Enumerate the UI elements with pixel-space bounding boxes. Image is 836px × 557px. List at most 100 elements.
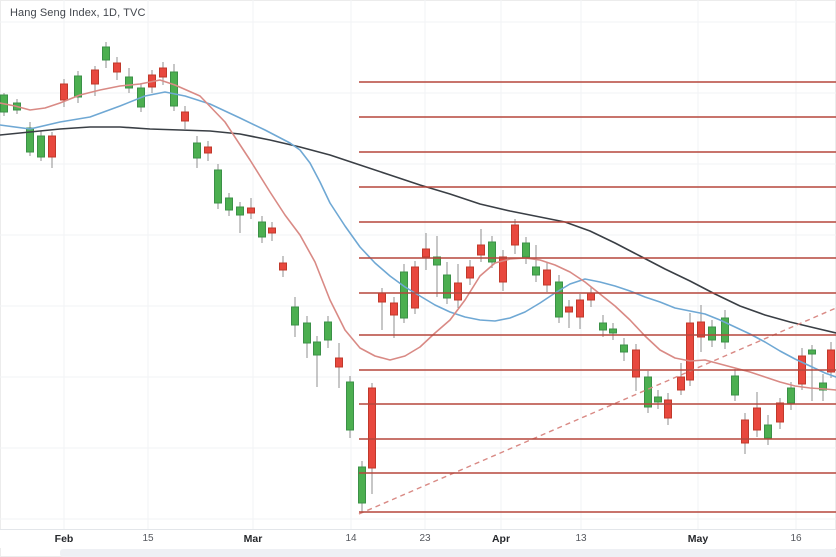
candle — [204, 141, 212, 161]
candle — [644, 371, 652, 413]
candle-body-up — [731, 375, 739, 396]
candle-body-down — [753, 407, 761, 431]
candle-body-down — [91, 69, 99, 85]
candle — [422, 233, 430, 270]
candle-body-down — [543, 269, 551, 286]
candle-body-down — [48, 135, 56, 158]
candle — [60, 79, 68, 107]
candle — [819, 374, 827, 401]
candle — [358, 461, 366, 513]
candle — [721, 310, 729, 349]
candle-body-up — [400, 271, 408, 319]
price-levels — [359, 81, 836, 513]
candle-body-up — [721, 317, 729, 343]
candle-body-up — [26, 127, 34, 153]
candle-body-down — [411, 266, 419, 309]
candle-body-up — [102, 46, 110, 61]
candle-body-up — [170, 71, 178, 107]
x-axis-label: 14 — [345, 533, 357, 544]
candle-body-up — [258, 221, 266, 238]
candle — [576, 294, 584, 329]
candle-body-up — [787, 387, 795, 404]
candle — [335, 343, 343, 388]
symbol-title: Hang Seng Index, 1D, TVC — [10, 7, 146, 19]
candle-body-down — [279, 262, 287, 271]
candle — [48, 132, 56, 168]
candle-body-down — [113, 62, 121, 73]
candle — [214, 164, 222, 209]
candle-body-up — [808, 349, 816, 355]
dashed-trendline[interactable] — [358, 307, 836, 515]
candle-body-up — [443, 274, 451, 299]
x-axis-label: 15 — [142, 533, 154, 544]
candle — [798, 348, 806, 390]
candle-body-down — [499, 256, 507, 283]
candle-body-down — [776, 402, 784, 423]
candle — [632, 344, 640, 391]
candle — [677, 363, 685, 395]
candle-body-up — [225, 197, 233, 211]
candle — [443, 262, 451, 304]
candle-body-down — [247, 207, 255, 214]
candle — [543, 263, 551, 292]
candle-body-down — [368, 387, 376, 469]
time-axis[interactable]: Feb 15 Mar 14 23 Apr 13 May 16 — [0, 529, 836, 548]
candle — [488, 236, 496, 268]
candle — [236, 202, 244, 233]
candle — [522, 237, 530, 264]
candle-body-down — [511, 224, 519, 246]
candle — [303, 316, 311, 358]
candle-body-down — [587, 292, 595, 301]
candle-body-up — [291, 306, 299, 326]
price-chart-pane[interactable] — [0, 0, 836, 530]
candle — [279, 256, 287, 277]
candle-body-down — [576, 299, 584, 318]
candle — [686, 313, 694, 386]
x-axis-label: Apr — [491, 533, 511, 545]
candle — [776, 398, 784, 429]
candle-body-up — [74, 75, 82, 98]
candle-body-up — [764, 424, 772, 439]
candle-body-down — [378, 292, 386, 303]
x-axis-label: Feb — [54, 533, 74, 545]
x-axis-label: 23 — [419, 533, 431, 544]
candle — [620, 338, 628, 361]
candle — [37, 131, 45, 161]
candle — [291, 297, 299, 337]
candle — [731, 369, 739, 401]
candle-body-up — [819, 382, 827, 391]
candles-series — [0, 42, 835, 513]
candle-body-up — [214, 169, 222, 204]
candle — [170, 64, 178, 111]
candle-body-down — [565, 306, 573, 313]
candle — [609, 323, 617, 340]
symbol-legend[interactable]: Hang Seng Index, 1D, TVC — [10, 7, 146, 19]
x-axis-label: 16 — [790, 533, 802, 544]
candle-body-down — [677, 376, 685, 391]
ma-mid-blue — [0, 91, 836, 378]
candle — [466, 260, 474, 285]
candle — [753, 392, 761, 437]
candle — [511, 219, 519, 254]
candle-body-down — [827, 349, 835, 373]
candle-body-up — [488, 241, 496, 263]
candle-body-down — [335, 357, 343, 368]
candle — [102, 42, 110, 68]
bottom-scrollbar[interactable] — [60, 549, 836, 557]
candle — [532, 245, 540, 282]
candle-body-up — [522, 242, 530, 258]
candle-body-up — [303, 322, 311, 344]
candle — [741, 413, 749, 454]
candle — [787, 382, 795, 410]
candle-body-up — [644, 376, 652, 408]
candle-body-up — [313, 341, 321, 356]
candle-body-down — [268, 227, 276, 234]
candle-body-down — [741, 419, 749, 444]
candle-body-down — [390, 302, 398, 316]
candle — [268, 222, 276, 241]
candle — [411, 261, 419, 314]
candle — [827, 342, 835, 378]
candle — [433, 236, 441, 297]
candle — [565, 300, 573, 328]
candle — [654, 390, 662, 409]
